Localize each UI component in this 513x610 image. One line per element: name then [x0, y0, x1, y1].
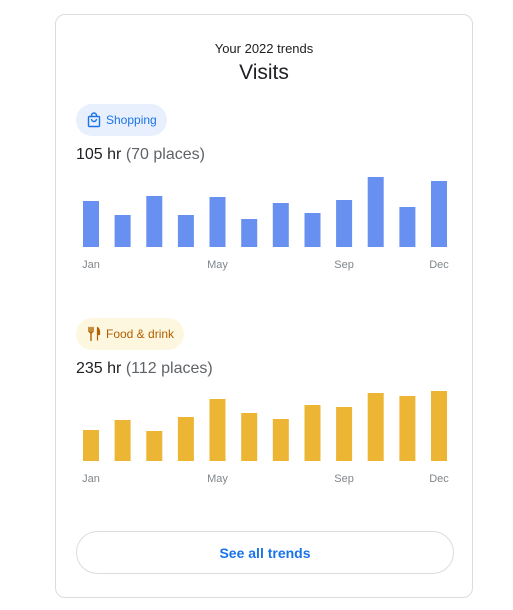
- bar-nov: [399, 207, 416, 247]
- shopping-hours: 105 hr: [76, 146, 122, 163]
- shopping-bag-icon: [86, 112, 102, 128]
- shopping-chip-label: Shopping: [106, 113, 157, 127]
- tick-label-may: May: [207, 473, 228, 485]
- bar-jan: [83, 201, 99, 247]
- bar-aug: [304, 405, 321, 461]
- bar-aug: [304, 213, 321, 247]
- bar-jul: [272, 203, 289, 247]
- bar-sep: [336, 200, 353, 247]
- bar-nov: [399, 396, 416, 461]
- tick-label-sep: Sep: [334, 473, 354, 485]
- trends-card: Your 2022 trends Visits Shopping 105 hr …: [55, 14, 473, 598]
- shopping-places: (70 places): [125, 146, 205, 163]
- bar-oct: [367, 177, 384, 247]
- bar-dec: [431, 181, 447, 247]
- bar-jul: [272, 419, 289, 461]
- card-title: Visits: [239, 61, 289, 84]
- food-chart: Jan May Sep Dec: [76, 384, 454, 492]
- food-section: Food & drink 235 hr (112 places) Jan May S…: [76, 318, 454, 485]
- card-subtitle: Your 2022 trends: [214, 41, 314, 56]
- bar-feb: [114, 215, 131, 247]
- bar-apr: [177, 215, 194, 247]
- bar-jun: [241, 413, 258, 461]
- tick-label-sep: Sep: [334, 259, 354, 271]
- shopping-section: Shopping 105 hr (70 places) Jan May Sep Dec: [76, 104, 454, 271]
- shopping-chart-svg: Jan May Sep Dec: [82, 177, 449, 271]
- food-chart-svg: Jan May Sep Dec: [82, 391, 449, 485]
- bar-oct: [367, 393, 384, 461]
- bar-jan: [83, 430, 99, 461]
- see-all-trends-button[interactable]: See all trends: [76, 531, 454, 574]
- food-drink-chip[interactable]: Food & drink: [76, 318, 185, 350]
- food-summary: 235 hr (112 places): [76, 360, 213, 378]
- bar-jun: [241, 219, 258, 247]
- tick-label-dec: Dec: [429, 473, 449, 485]
- bar-may: [209, 399, 226, 461]
- shopping-summary: 105 hr (70 places): [76, 146, 205, 164]
- tick-label-dec: Dec: [429, 259, 449, 271]
- bar-apr: [177, 417, 194, 461]
- restaurant-icon: [86, 326, 102, 342]
- bar-mar: [146, 431, 163, 461]
- food-hours: 235 hr: [76, 360, 122, 377]
- bar-feb: [114, 420, 131, 461]
- food-drink-chip-label: Food & drink: [106, 327, 175, 341]
- bar-dec: [431, 391, 447, 461]
- tick-label-jan: Jan: [82, 259, 100, 271]
- shopping-chart: Jan May Sep Dec: [76, 170, 454, 278]
- bar-may: [209, 197, 226, 247]
- bar-mar: [146, 196, 163, 247]
- tick-label-jan: Jan: [82, 473, 100, 485]
- bar-sep: [336, 407, 353, 461]
- tick-label-may: May: [207, 259, 228, 271]
- shopping-chip[interactable]: Shopping: [76, 104, 167, 136]
- food-places: (112 places): [125, 360, 213, 377]
